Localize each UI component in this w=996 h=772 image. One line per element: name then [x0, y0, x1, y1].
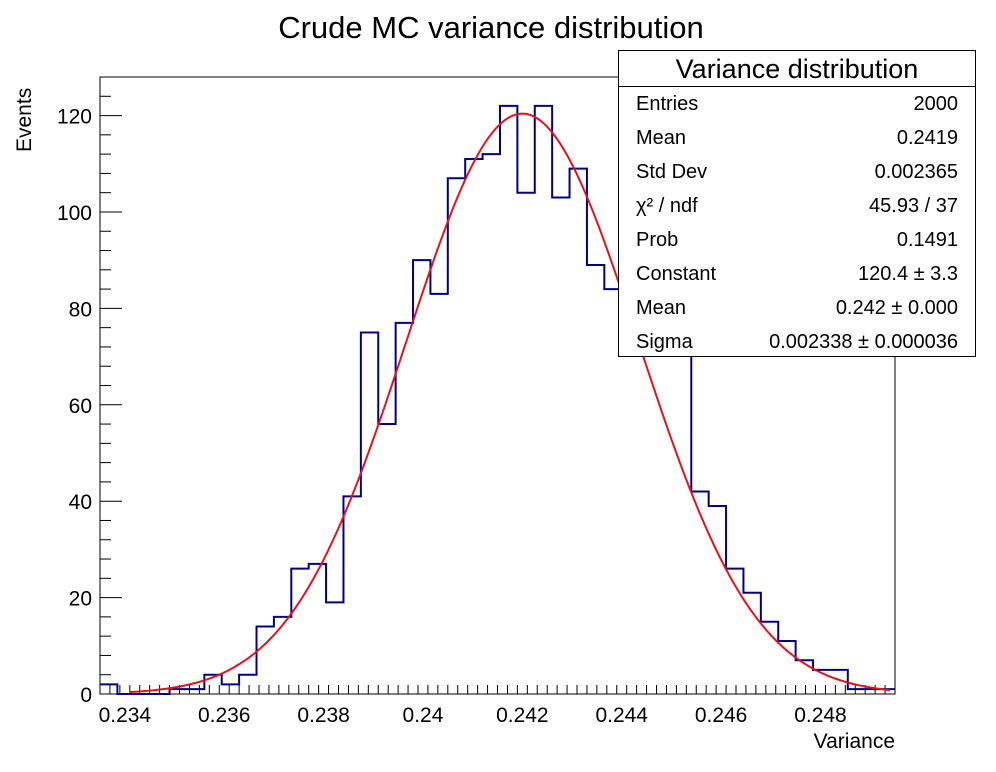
y-axis: 0 20 40 60 80 100 120 — [57, 76, 122, 707]
y-tick-label: 40 — [69, 491, 92, 514]
y-tick-label: 20 — [69, 588, 92, 611]
stats-row: Constant 120.4 ± 3.3 — [636, 257, 958, 291]
y-tick-label: 60 — [69, 395, 92, 418]
stats-row-value: 45.93 / 37 — [869, 195, 958, 217]
stats-row-value: 0.1491 — [896, 229, 958, 251]
stats-row-label: Mean — [636, 127, 687, 149]
stats-row-value: 0.242 ± 0.000 — [835, 297, 958, 319]
stats-row-value: 2000 — [913, 93, 959, 115]
stats-row-label: Mean — [636, 297, 687, 319]
chart-title: Crude MC variance distribution — [278, 10, 704, 45]
stats-row-label: Constant — [636, 263, 717, 285]
y-axis-label: Events — [13, 88, 36, 152]
x-tick-label: 0.248 — [794, 704, 847, 727]
x-tick-label: 0.234 — [99, 704, 152, 727]
stats-row: Mean 0.2419 — [636, 121, 958, 155]
stats-row-label: χ² / ndf — [636, 195, 698, 217]
stats-row-value: 0.002365 — [874, 161, 958, 183]
stats-row: χ² / ndf 45.93 / 37 — [636, 189, 958, 223]
x-axis-label: Variance — [814, 730, 895, 753]
x-tick-label: 0.246 — [695, 704, 748, 727]
stats-row-value: 0.002338 ± 0.000036 — [769, 331, 958, 353]
stats-row: Sigma 0.002338 ± 0.000036 — [636, 325, 958, 359]
histogram-outline — [100, 104, 895, 695]
x-tick-label: 0.238 — [297, 704, 350, 727]
stats-row: Entries 2000 — [636, 87, 958, 121]
stats-row: Prob 0.1491 — [636, 223, 958, 257]
x-tick-label: 0.24 — [403, 704, 444, 727]
stats-row-label: Std Dev — [636, 161, 708, 183]
stats-row: Mean 0.242 ± 0.000 — [636, 291, 958, 325]
stats-row-label: Entries — [636, 93, 699, 115]
x-tick-label: 0.242 — [496, 704, 549, 727]
stats-title: Variance distribution — [619, 51, 975, 87]
x-tick-label: 0.236 — [198, 704, 251, 727]
stats-row-value: 0.2419 — [896, 127, 958, 149]
stats-row-label: Prob — [636, 229, 679, 251]
gaussian-fit-curve — [129, 112, 891, 694]
x-tick-label: 0.244 — [595, 704, 648, 727]
y-tick-label: 0 — [80, 684, 92, 707]
y-tick-label: 80 — [69, 298, 92, 321]
stats-row-label: Sigma — [636, 331, 693, 353]
x-axis: 0.234 0.236 0.238 0.24 0.242 0.244 0.246 0.248 — [99, 685, 896, 727]
stats-row-value: 120.4 ± 3.3 — [858, 263, 958, 285]
stats-box: Variance distribution Entries 2000 Mean 0.2… — [618, 50, 976, 357]
stats-row: Std Dev 0.002365 — [636, 155, 958, 189]
y-tick-label: 100 — [57, 202, 92, 225]
y-tick-label: 120 — [57, 106, 92, 129]
